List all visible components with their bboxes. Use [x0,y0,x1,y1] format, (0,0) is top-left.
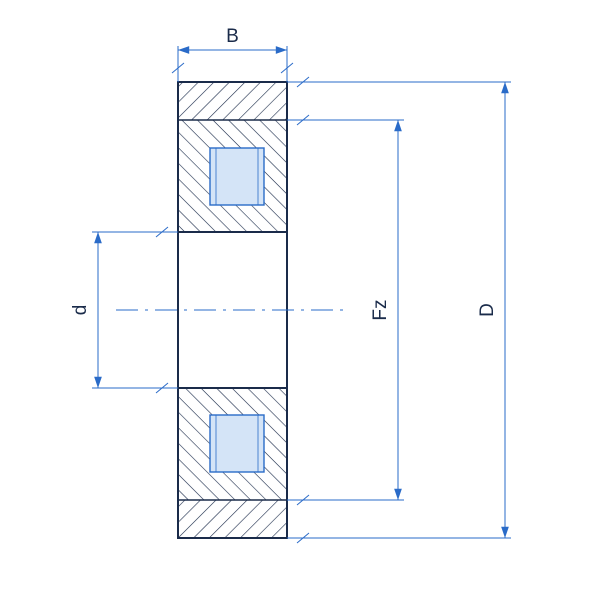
upper-roller [210,148,264,205]
label-Fz: Fz [370,299,391,320]
lower-roller [210,415,264,472]
label-D: D [477,303,498,317]
upper-outer-ring-hatch [178,82,287,120]
lower-outer-ring-hatch [178,500,287,538]
label-B: B [226,26,239,47]
label-d: d [70,305,91,316]
